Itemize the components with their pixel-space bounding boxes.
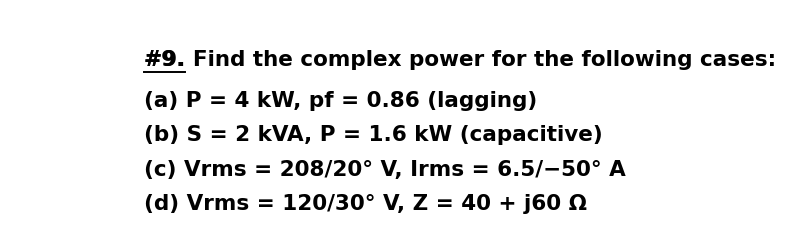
Text: (c) Vrms = 208/20° V, Irms = 6.5/−50° A: (c) Vrms = 208/20° V, Irms = 6.5/−50° A bbox=[144, 160, 626, 180]
Text: #9. Find the complex power for the following cases:: #9. Find the complex power for the follo… bbox=[144, 50, 776, 70]
Text: (b) S = 2 kVA, P = 1.6 kW (capacitive): (b) S = 2 kVA, P = 1.6 kW (capacitive) bbox=[144, 125, 603, 145]
Text: #9. Find the complex power for the following cases:: #9. Find the complex power for the follo… bbox=[144, 50, 776, 70]
Text: #9.: #9. bbox=[144, 50, 185, 70]
Text: (a) P = 4 kW, pf = 0.86 (lagging): (a) P = 4 kW, pf = 0.86 (lagging) bbox=[144, 91, 537, 111]
Text: (d) Vrms = 120/30° V, Z = 40 + j60 Ω: (d) Vrms = 120/30° V, Z = 40 + j60 Ω bbox=[144, 194, 587, 214]
